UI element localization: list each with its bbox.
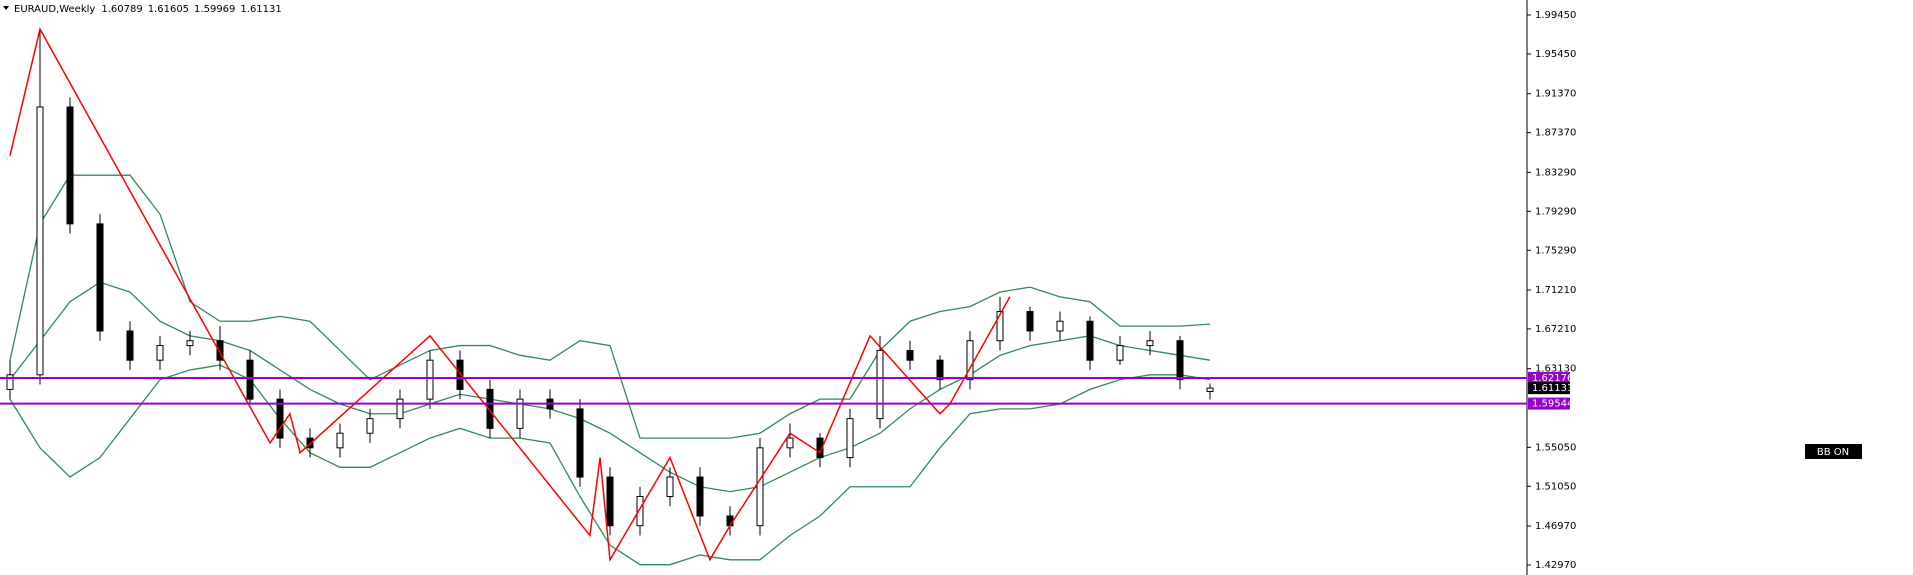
candle-body [516, 398, 524, 429]
candle-body [606, 476, 614, 527]
current-price-label: 1.61131 [1532, 383, 1573, 394]
candle-body [846, 418, 854, 459]
candle-body [786, 437, 794, 449]
candle-body [66, 106, 74, 225]
y-tick-label: 1.99450 [1535, 10, 1576, 21]
header-high: 1.61605 [148, 4, 189, 15]
candle-body [1146, 340, 1154, 347]
header-low: 1.59969 [194, 4, 235, 15]
y-tick-label: 1.91370 [1535, 89, 1576, 100]
header-open: 1.60789 [101, 4, 142, 15]
bb-button[interactable]: BB ON [1805, 444, 1862, 459]
candle-body [156, 345, 164, 361]
candle-body [396, 398, 404, 420]
candle-body [246, 359, 254, 400]
y-tick-label: 1.55050 [1535, 442, 1576, 453]
candle-body [726, 515, 734, 527]
candle-body [636, 496, 644, 527]
candle-body [1206, 387, 1214, 392]
y-tick-label: 1.67210 [1535, 324, 1576, 335]
candle-body [126, 330, 134, 361]
candle-body [216, 340, 224, 361]
candle-body [96, 223, 104, 332]
bb-button-bg [1805, 444, 1862, 459]
candle-body [36, 106, 44, 376]
candle-body [1116, 345, 1124, 361]
candle-body [186, 340, 194, 347]
candle-body [276, 398, 284, 439]
candle-body [6, 374, 14, 390]
candle-body [1086, 320, 1094, 361]
candle-body [336, 432, 344, 449]
bb-button-label: BB ON [1817, 447, 1849, 458]
candle-body [756, 447, 764, 527]
candle-body [666, 476, 674, 498]
y-tick-label: 1.75290 [1535, 245, 1576, 256]
menu-arrow[interactable] [3, 6, 9, 10]
y-tick-label: 1.87370 [1535, 128, 1576, 139]
candle-body [696, 476, 704, 517]
level-label-bg [1528, 397, 1570, 410]
y-tick-label: 1.71210 [1535, 285, 1576, 296]
candle-body [996, 311, 1004, 342]
candle-body [906, 349, 914, 361]
candle-body [816, 437, 824, 459]
chart-header: EURAUD,Weekly 1.60789 1.61605 1.59969 1.6113… [14, 4, 282, 15]
candle-body [966, 340, 974, 381]
y-tick-label: 1.46970 [1535, 521, 1576, 532]
candle-body [1056, 320, 1064, 332]
y-tick-label: 1.83290 [1535, 167, 1576, 178]
candle-body [366, 418, 374, 434]
level-label: 1.59544 [1532, 399, 1573, 410]
y-tick-label: 1.79290 [1535, 206, 1576, 217]
candle-body [876, 349, 884, 420]
symbol-title: EURAUD,Weekly [14, 4, 95, 15]
y-tick-label: 1.42970 [1535, 560, 1576, 571]
level-label-bg [1528, 371, 1570, 384]
candle-body [486, 388, 494, 429]
bollinger-upper [9, 174, 1211, 439]
header-close: 1.61131 [240, 4, 281, 15]
candle-body [456, 359, 464, 390]
candle-body [576, 408, 584, 478]
zigzag [9, 27, 1011, 563]
y-tick-label: 1.95450 [1535, 49, 1576, 60]
bollinger-lower [9, 364, 1211, 566]
candle-body [1026, 311, 1034, 332]
y-tick-label: 1.51050 [1535, 481, 1576, 492]
candle-body [1176, 340, 1184, 381]
candle-body [936, 359, 944, 381]
bollinger-middle [9, 281, 1211, 493]
level-label: 1.62176 [1532, 373, 1573, 384]
y-tick-label: 1.63130 [1535, 364, 1576, 375]
candle-body [426, 359, 434, 400]
current-price-bg [1528, 382, 1570, 395]
